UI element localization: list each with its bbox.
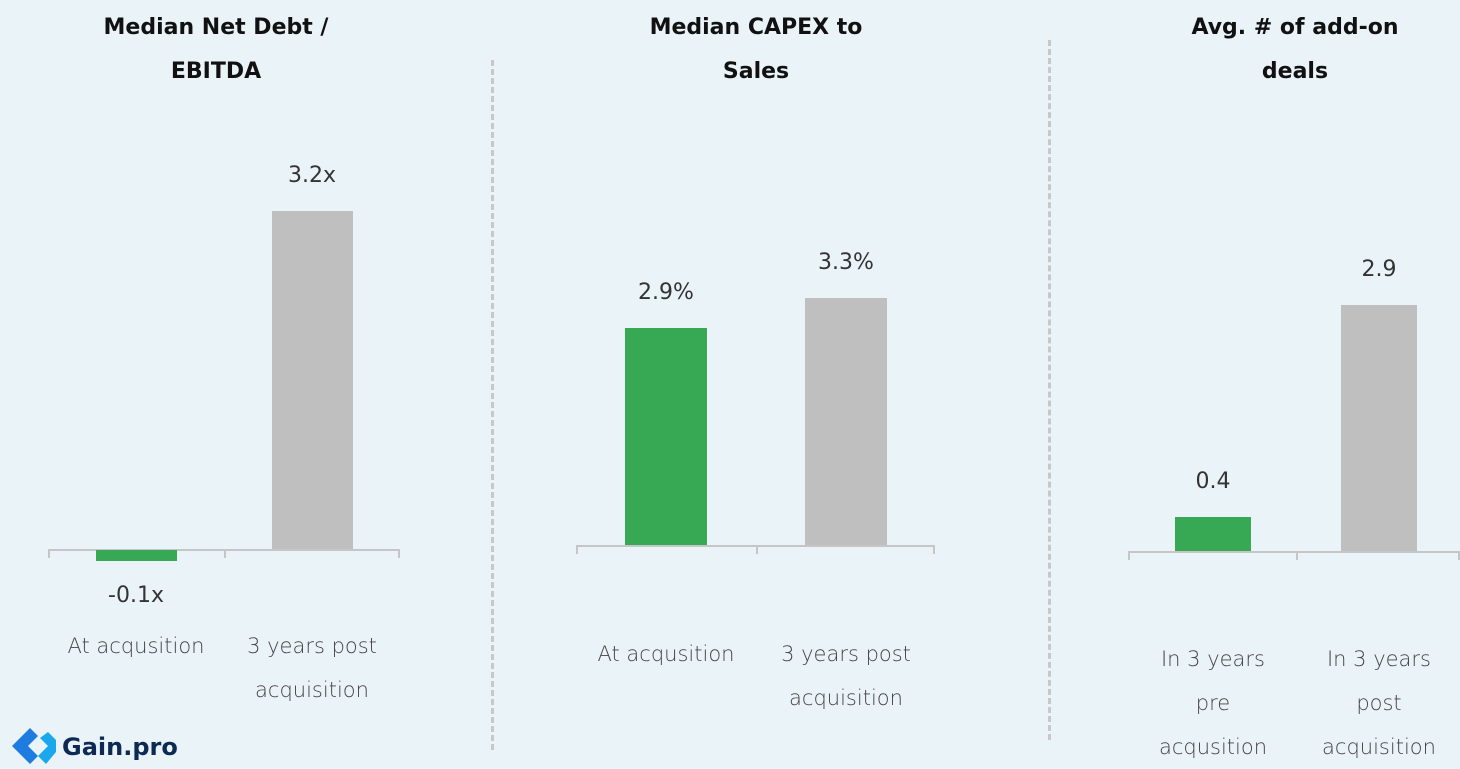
data-label: 2.9% <box>638 280 694 306</box>
x-tick <box>1296 551 1298 560</box>
x-tick-label: In 3 years pre acqusition <box>1158 647 1268 759</box>
x-tick-label: 3 years post acquisition <box>247 634 377 702</box>
x-axis <box>576 545 935 547</box>
x-tick <box>933 545 935 554</box>
logo-text: Gain.pro <box>62 733 178 761</box>
data-label: 2.9 <box>1361 257 1397 283</box>
separator <box>491 60 494 750</box>
x-tick-label: 3 years post acquisition <box>781 642 911 710</box>
bar <box>1175 517 1251 551</box>
bar <box>95 550 177 561</box>
bar <box>1341 305 1417 551</box>
x-tick <box>398 549 400 558</box>
chart-title: Median Net Debt / EBITDA <box>103 15 329 84</box>
x-tick <box>576 545 578 554</box>
bar <box>805 298 887 545</box>
data-label: 0.4 <box>1195 469 1231 495</box>
data-label: 3.3% <box>818 250 874 276</box>
x-axis <box>1128 551 1460 553</box>
x-tick <box>224 549 226 558</box>
x-tick <box>48 549 50 558</box>
x-tick-label: At acqusition <box>67 634 205 658</box>
chart-title: Avg. # of add-on deals <box>1191 15 1399 84</box>
separator <box>1048 40 1051 740</box>
x-tick <box>756 545 758 554</box>
x-tick-label: In 3 years post acquisition <box>1322 647 1436 759</box>
logo-icon <box>12 728 56 764</box>
bar <box>271 211 353 549</box>
data-label: 3.2x <box>287 163 336 189</box>
x-tick-label: At acqusition <box>597 642 735 666</box>
bar <box>625 328 707 545</box>
x-tick <box>1128 551 1130 560</box>
x-tick <box>1458 551 1460 560</box>
chart-title: Median CAPEX to Sales <box>649 15 863 84</box>
data-label: -0.1x <box>108 582 164 608</box>
